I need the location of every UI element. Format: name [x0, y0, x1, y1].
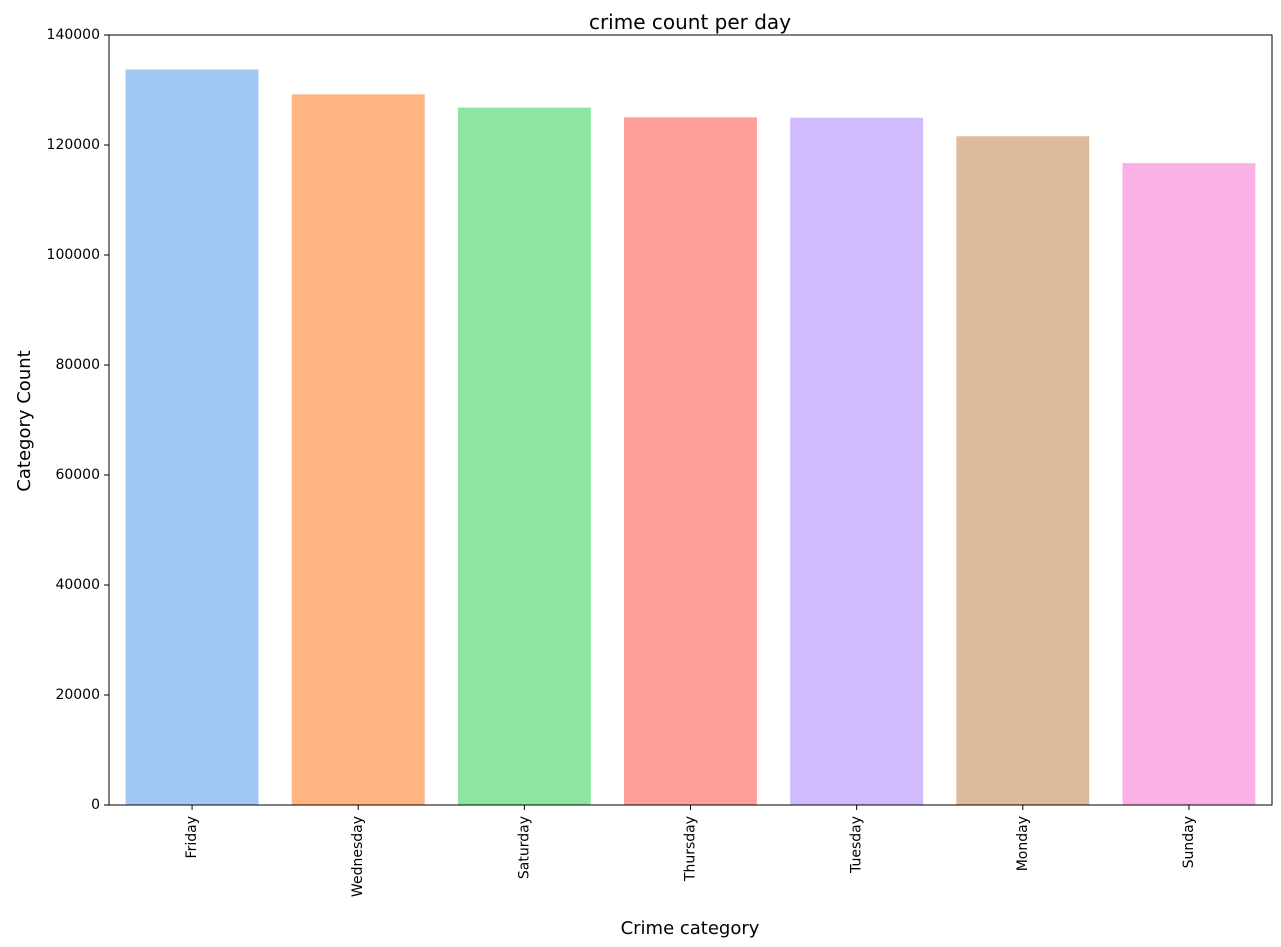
bar-saturday [457, 107, 591, 806]
y-tick-label: 20000 [55, 687, 100, 703]
y-tick-label: 0 [91, 797, 100, 813]
bar-friday [125, 69, 259, 805]
x-tick-label: Thursday [683, 816, 699, 882]
x-axis: Friday Wednesday Saturday Thursday Tuesday Mo… [184, 805, 1197, 897]
x-axis-title: Crime category [621, 918, 760, 939]
x-tick-label: Tuesday [849, 816, 865, 874]
bar-sunday [1122, 163, 1256, 805]
x-tick-label: Wednesday [350, 816, 366, 897]
y-tick-label: 80000 [55, 357, 100, 373]
plot-frame [108, 34, 1273, 806]
y-tick-label: 100000 [47, 247, 100, 263]
y-axis-title: Category Count [14, 350, 35, 491]
bar-thursday [624, 117, 757, 805]
y-tick-label: 60000 [55, 467, 100, 483]
bar-wednesday [291, 94, 425, 806]
bars-group [125, 69, 1256, 806]
y-axis: 0 20000 40000 60000 80000 100000 120000 140000 [47, 27, 109, 813]
chart-title: crime count per day [589, 10, 791, 34]
bar-tuesday [790, 117, 924, 805]
x-tick-label: Saturday [516, 816, 532, 879]
x-tick-label: Friday [184, 816, 200, 858]
y-tick-label: 120000 [47, 137, 100, 153]
bar-monday [956, 136, 1090, 806]
y-tick-label: 40000 [55, 577, 100, 593]
y-tick-label: 140000 [47, 27, 100, 43]
x-tick-label: Monday [1015, 816, 1031, 871]
x-tick-label: Sunday [1181, 816, 1197, 868]
